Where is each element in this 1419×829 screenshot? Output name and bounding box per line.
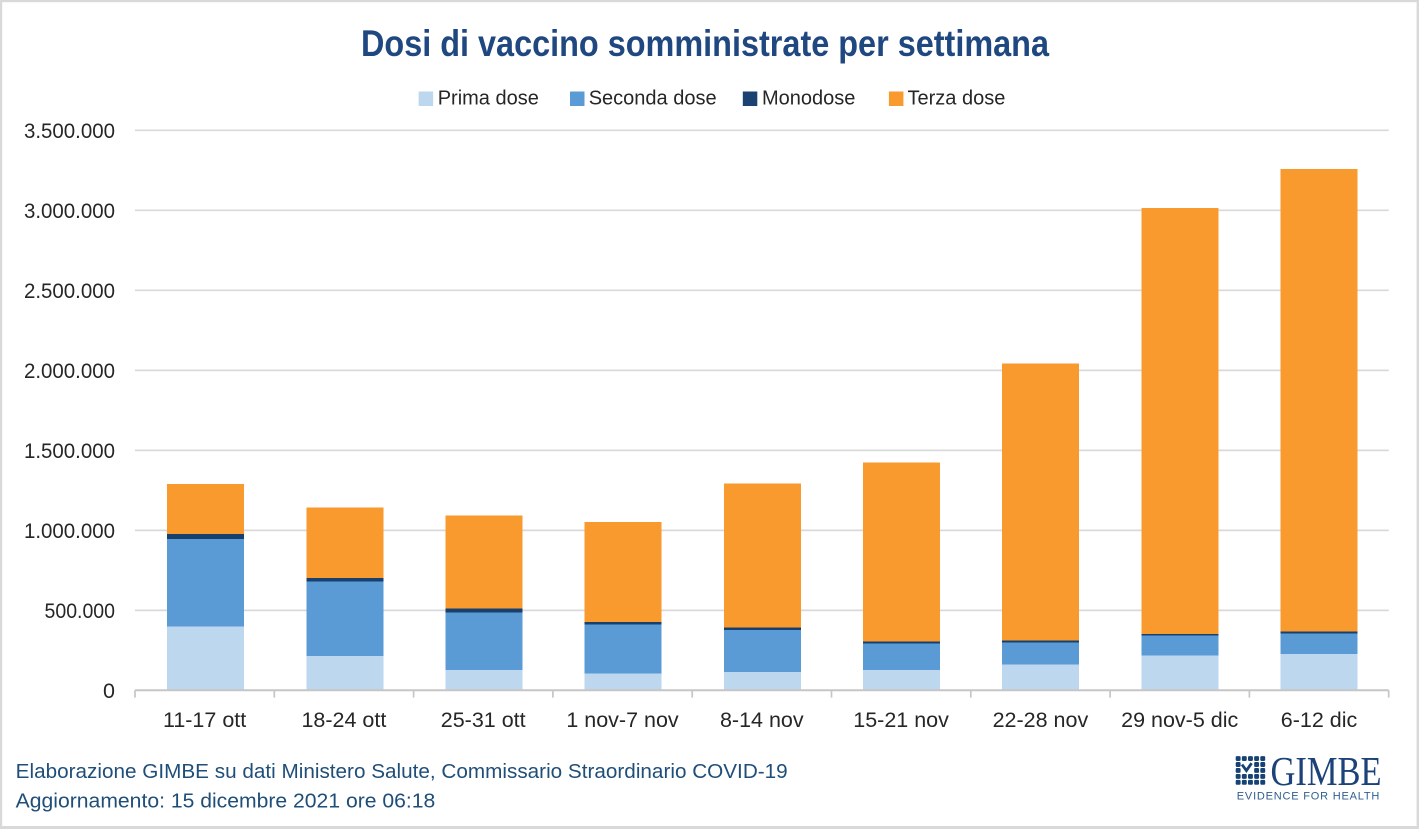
svg-text:25-31 ott: 25-31 ott [441,708,526,732]
svg-text:0: 0 [103,679,115,703]
svg-text:Aggiornamento: 15 dicembre 202: Aggiornamento: 15 dicembre 2021 ore 06:1… [16,790,436,813]
svg-text:6-12 dic: 6-12 dic [1281,708,1358,732]
svg-text:1.500.000: 1.500.000 [24,439,115,463]
svg-text:Elaborazione GIMBE su dati Min: Elaborazione GIMBE su dati Ministero Sal… [16,760,788,783]
svg-text:GIMBE: GIMBE [1271,748,1382,794]
svg-text:15-21 nov: 15-21 nov [853,708,949,732]
svg-text:2.500.000: 2.500.000 [24,279,115,303]
svg-text:22-28 nov: 22-28 nov [993,708,1089,732]
svg-text:Dosi di vaccino somministrate: Dosi di vaccino somministrate per settim… [361,23,1049,64]
svg-text:3.000.000: 3.000.000 [24,199,115,223]
svg-text:Monodose: Monodose [762,87,855,109]
svg-text:18-24 ott: 18-24 ott [301,708,386,732]
svg-text:11-17 ott: 11-17 ott [163,708,246,732]
svg-text:1 nov-7 nov: 1 nov-7 nov [566,708,679,732]
svg-text:500.000: 500.000 [45,599,116,623]
svg-text:2.000.000: 2.000.000 [24,359,115,383]
svg-text:3.500.000: 3.500.000 [24,119,115,143]
svg-text:Terza dose: Terza dose [908,87,1006,109]
svg-text:8-14 nov: 8-14 nov [720,708,804,732]
svg-text:29 nov-5 dic: 29 nov-5 dic [1121,708,1238,732]
svg-text:Prima dose: Prima dose [438,87,539,109]
svg-text:1.000.000: 1.000.000 [24,519,115,543]
svg-text:EVIDENCE FOR HEALTH: EVIDENCE FOR HEALTH [1237,790,1380,802]
svg-text:Seconda dose: Seconda dose [589,87,717,109]
